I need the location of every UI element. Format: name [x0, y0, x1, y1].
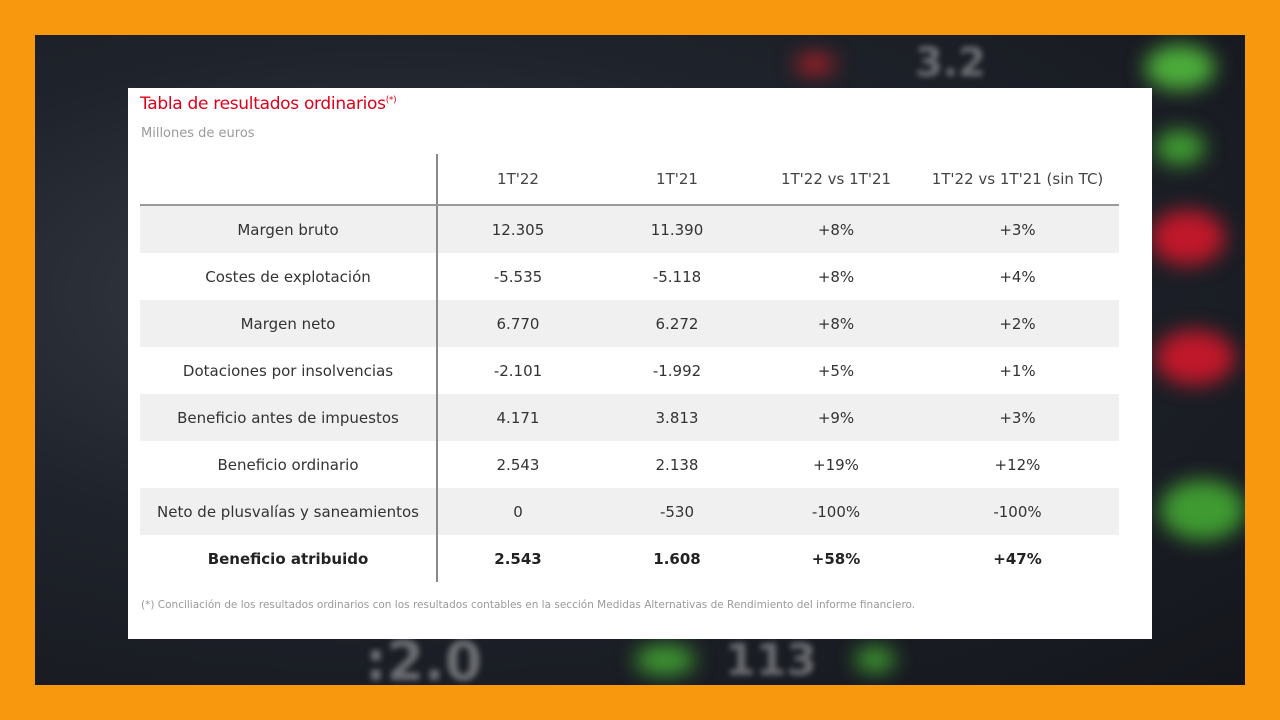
- header-cell-variation-sin-tc: 1T'22 vs 1T'21 (sin TC): [931, 170, 1104, 188]
- header-cell-1t22: 1T'22: [497, 170, 539, 188]
- value-1t21: -1.992: [652, 361, 702, 380]
- value-1t21: -530: [659, 502, 695, 521]
- value-1t22: 0: [513, 502, 523, 521]
- row-label: Beneficio antes de impuestos: [140, 394, 438, 441]
- bg-green-blob: [855, 647, 895, 672]
- header-cell-concept: [140, 154, 438, 204]
- table-row: Margen bruto 12.305 11.390 +8% +3%: [140, 206, 1119, 253]
- bg-green-blob: [635, 645, 695, 675]
- bg-blurred-digits: 113: [725, 635, 817, 685]
- value-variation-sin-tc: +4%: [999, 267, 1036, 286]
- header-cell-variation: 1T'22 vs 1T'21: [780, 170, 892, 188]
- table-header-row: 1T'22 1T'21 1T'22 vs 1T'21 1T'22 vs 1T'2…: [140, 154, 1119, 206]
- footnote: (*) Conciliación de los resultados ordin…: [141, 599, 916, 611]
- value-1t21: -5.118: [652, 267, 702, 286]
- value-1t22: 6.770: [496, 314, 540, 333]
- value-1t22: 4.171: [496, 408, 540, 427]
- bg-blurred-digits: :2.0: [365, 630, 483, 685]
- value-1t22: -5.535: [493, 267, 543, 286]
- value-1t21: 6.272: [655, 314, 699, 333]
- table-row: Dotaciones por insolvencias -2.101 -1.99…: [140, 347, 1119, 394]
- table-row: Neto de plusvalías y saneamientos 0 -530…: [140, 488, 1119, 535]
- row-label: Margen neto: [140, 300, 438, 347]
- value-variation: +9%: [817, 408, 855, 427]
- table-row: Margen neto 6.770 6.272 +8% +2%: [140, 300, 1119, 347]
- value-variation-sin-tc: +2%: [999, 314, 1036, 333]
- card-title: Tabla de resultados ordinarios(*): [140, 94, 397, 114]
- value-variation-sin-tc: -100%: [993, 502, 1042, 521]
- bg-green-blob: [1145, 45, 1215, 90]
- bg-blurred-digits: 3.2: [915, 40, 986, 86]
- row-label: Beneficio atribuido: [140, 535, 438, 582]
- title-footnote-mark: (*): [385, 95, 397, 106]
- value-1t22: 2.543: [496, 455, 540, 474]
- header-cell-1t21: 1T'21: [656, 170, 698, 188]
- results-card: Tabla de resultados ordinarios(*) Millon…: [128, 88, 1152, 639]
- bg-red-blob: [1155, 330, 1235, 385]
- row-label: Neto de plusvalías y saneamientos: [140, 488, 438, 535]
- value-variation: +8%: [817, 220, 855, 239]
- value-variation-sin-tc: +12%: [994, 455, 1041, 474]
- value-variation: +8%: [817, 267, 855, 286]
- value-variation-sin-tc: +3%: [999, 220, 1036, 239]
- bg-red-blob: [1150, 210, 1225, 265]
- table-row-total: Beneficio atribuido 2.543 1.608 +58% +47…: [140, 535, 1119, 582]
- value-variation: +19%: [813, 455, 859, 474]
- bg-green-blob: [1155, 130, 1205, 165]
- value-variation: +5%: [817, 361, 855, 380]
- row-label: Margen bruto: [140, 206, 438, 253]
- table-row: Beneficio antes de impuestos 4.171 3.813…: [140, 394, 1119, 441]
- row-label: Beneficio ordinario: [140, 441, 438, 488]
- value-1t21: 3.813: [655, 408, 699, 427]
- results-table: 1T'22 1T'21 1T'22 vs 1T'21 1T'22 vs 1T'2…: [140, 154, 1119, 582]
- value-variation-sin-tc: +1%: [999, 361, 1036, 380]
- value-1t22: 2.543: [494, 549, 542, 568]
- bg-red-blob: [795, 53, 835, 75]
- value-1t22: 12.305: [491, 220, 545, 239]
- value-1t21: 11.390: [650, 220, 704, 239]
- table-row: Beneficio ordinario 2.543 2.138 +19% +12…: [140, 441, 1119, 488]
- card-title-text: Tabla de resultados ordinarios: [140, 94, 386, 114]
- value-1t21: 2.138: [655, 455, 699, 474]
- value-variation-sin-tc: +47%: [993, 549, 1042, 568]
- bg-green-blob: [1160, 480, 1245, 540]
- table-row: Costes de explotación -5.535 -5.118 +8% …: [140, 253, 1119, 300]
- value-variation: -100%: [811, 502, 861, 521]
- value-variation: +58%: [811, 549, 861, 568]
- value-variation-sin-tc: +3%: [999, 408, 1036, 427]
- row-label: Dotaciones por insolvencias: [140, 347, 438, 394]
- card-subtitle: Millones de euros: [141, 126, 255, 141]
- value-1t21: 1.608: [653, 549, 701, 568]
- value-1t22: -2.101: [493, 361, 543, 380]
- row-label: Costes de explotación: [140, 253, 438, 300]
- value-variation: +8%: [817, 314, 855, 333]
